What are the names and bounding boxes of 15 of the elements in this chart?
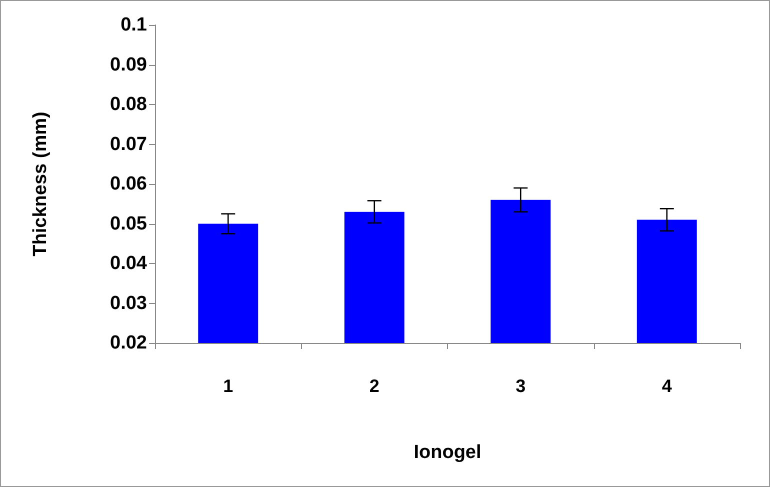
y-tick-label: 0.02: [110, 332, 147, 354]
x-tick-label: 1: [223, 376, 234, 396]
y-axis-title: Thickness (mm): [30, 112, 51, 256]
y-tick-label: 0.1: [120, 14, 148, 36]
y-tick-label: 0.04: [110, 253, 148, 274]
x-axis-title: Ionogel: [414, 442, 482, 463]
x-tick-label: 3: [516, 376, 526, 396]
y-tick-label: 0.08: [110, 94, 147, 115]
y-tick-label: 0.09: [110, 54, 147, 76]
y-tick-label: 0.03: [110, 292, 147, 314]
y-tick-label: 0.06: [110, 174, 147, 194]
y-tick-label: 0.07: [110, 134, 147, 155]
y-tick-label: 0.05: [110, 213, 148, 234]
x-tick-label: 4: [662, 376, 672, 396]
x-tick-label: 2: [369, 376, 380, 396]
